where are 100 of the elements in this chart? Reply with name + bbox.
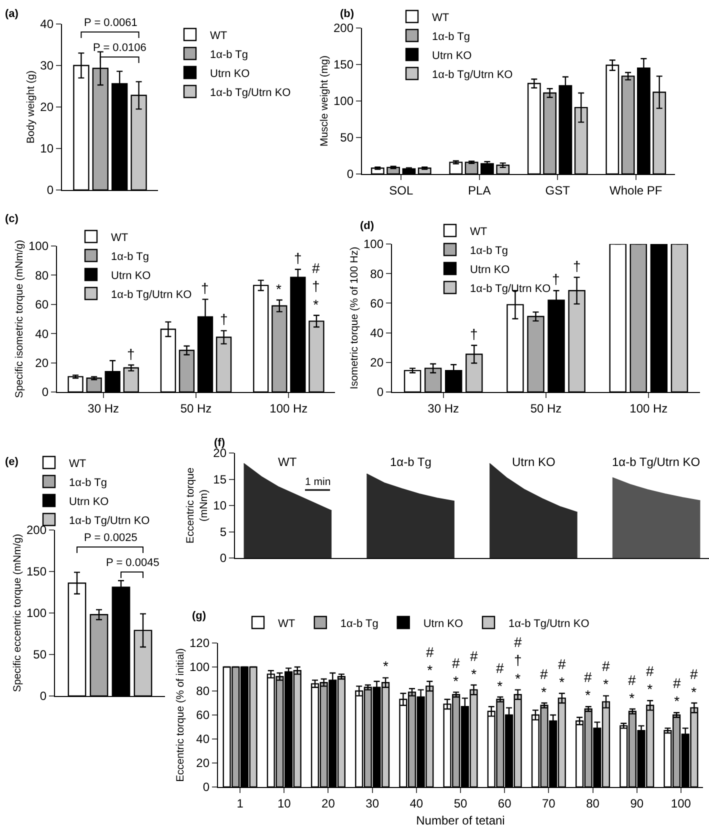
y-tick-label: 80 [370,266,384,281]
data-label: # * [558,656,566,690]
y-tick-label: 200 [333,21,354,36]
legend-label: 1α-b Tg/Utrn KO [69,514,150,527]
legend-label: WT [69,458,86,470]
y-tick-label: 0 [202,780,210,794]
y-tick-label: 50 [340,130,354,145]
legend-label: 1α-b Tg/Utrn KO [508,618,590,630]
legend-label: WT [470,226,488,238]
y-tick-label: 40 [196,732,210,746]
series-label: 1α-b Tg [390,455,432,469]
x-tick-label: 100 [670,796,692,810]
y-tick-label: 10 [213,498,227,513]
y-tick-label: 150 [26,564,47,579]
y-axis-title: Muscle weight (mg) [318,55,330,147]
y-tick-label: 5 [220,524,227,539]
legend-label: 1α-b Tg [111,250,149,263]
data-label: # * [470,648,478,682]
legend-label: 1α-b Tg/Utrn KO [210,86,292,99]
legend-label: Utrn KO [210,68,250,80]
series-label: WT [278,455,298,469]
y-tick-label: 0 [46,183,54,198]
legend-label: 1α-b Tg [69,476,107,489]
legend-label: Utrn KO [470,264,510,276]
x-tick-label: 50 Hz [180,402,212,416]
x-tick-label: 60 [498,796,512,810]
y-tick-label: 100 [189,660,210,674]
chart-title: (d) [360,220,374,232]
y-tick-label: 80 [196,684,210,698]
y-tick-label: 200 [26,523,47,538]
y-tick-label: 20 [370,356,384,370]
data-label: # * [646,663,654,698]
legend-label: 1α-b Tg/Utrn KO [470,282,552,295]
legend-label: WT [210,30,228,42]
annotation: P = 0.0106 [93,42,146,54]
legend-label: Utrn KO [423,618,464,630]
y-axis-title: Eccentric torque (mNm) [184,467,210,544]
series-label: Utrn KO [512,455,556,469]
data-label: # * [540,666,548,700]
y-tick-label: 100 [26,606,47,620]
data-label: † [470,326,478,342]
x-tick-label: 40 [410,796,424,810]
y-tick-label: 150 [333,58,354,72]
y-tick-label: 0 [346,167,354,182]
x-tick-label: 1 [236,796,244,810]
x-tick-label: SOL [389,184,414,198]
legend-label: 1α-b Tg [340,618,378,630]
annotation: P = 0.0045 [106,557,160,569]
y-tick-label: 60 [35,298,49,312]
x-tick-label: 100 Hz [270,402,308,416]
y-tick-label: 100 [363,237,384,252]
y-tick-label: 40 [35,326,49,341]
data-label: # † * [312,260,320,312]
chart-title: (a) [5,8,19,20]
data-label: # * [690,666,698,700]
chart-title: (e) [5,456,19,468]
x-tick-label: 80 [586,796,600,810]
data-label: † [127,346,135,362]
x-tick-label: Whole PF [610,184,662,198]
data-label: # * [496,660,504,694]
data-label: # * [628,672,636,706]
data-label: # * [602,658,610,692]
legend-label: WT [111,232,128,244]
x-tick-label: 90 [630,796,644,810]
chart-title: (f) [214,437,226,449]
y-axis-title: Specific eccentric torque (mNm/g) [11,534,24,692]
x-tick-label: 70 [542,796,556,810]
y-tick-label: 0 [376,385,384,400]
legend-label: Utrn KO [69,496,110,508]
chart-title: (g) [192,610,206,622]
series-label: 1α-b Tg/Utrn KO [612,455,700,469]
x-tick-label: 50 [454,796,468,810]
y-tick-label: 20 [196,756,210,770]
chart-title: (b) [340,8,354,20]
x-tick-label: 100 Hz [630,402,668,416]
chart-title: (c) [5,213,19,225]
data-label: # † * [514,634,522,686]
legend-label: 1α-b Tg/Utrn KO [432,68,514,81]
y-tick-label: 50 [33,648,47,662]
annotation: P = 0.0025 [84,532,138,544]
data-label: † [573,258,581,274]
x-tick-label: PLA [468,184,491,198]
x-tick-label: 30 Hz [88,402,120,416]
legend-label: WT [278,618,296,630]
y-tick-label: 30 [40,58,54,73]
y-tick-label: 0 [40,689,47,704]
legend-label: Utrn KO [432,50,472,62]
y-tick-label: 120 [189,636,210,650]
legend-label: WT [432,12,450,24]
data-label: # * [673,675,681,710]
x-tick-label: GST [545,184,571,198]
y-tick-label: 0 [42,385,49,400]
x-tick-label: 30 Hz [428,402,460,416]
data-label: † [201,280,209,296]
data-label: # * [584,669,592,704]
y-tick-label: 100 [28,239,49,254]
y-axis-title: Body weight (g) [24,70,37,144]
y-tick-label: 100 [333,94,354,108]
x-tick-label: 10 [277,796,292,810]
y-axis-title: Specific isometric torque (mNm/g) [13,240,26,398]
